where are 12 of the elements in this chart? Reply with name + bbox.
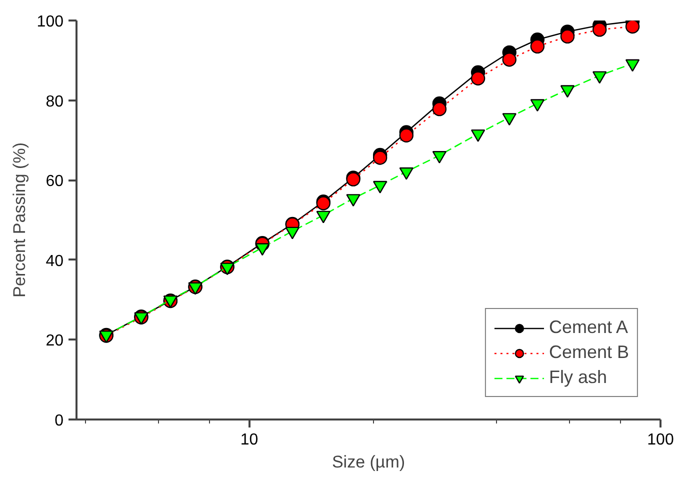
y-tick-label: 20 <box>46 332 64 350</box>
y-tick-label: 40 <box>46 252 64 270</box>
x-tick-label: 10 <box>240 432 258 448</box>
legend-label: Cement B <box>548 342 629 363</box>
x-axis-title: Size (µm) <box>332 452 406 472</box>
legend-label: Cement A <box>548 317 628 338</box>
y-tick-label: 0 <box>54 412 64 430</box>
y-tick-label: 100 <box>36 14 64 30</box>
y-axis-title: Percent Passing (%) <box>10 142 29 298</box>
y-tick-label: 60 <box>46 173 64 190</box>
legend-label: Fly ash <box>548 367 607 388</box>
y-tick-label: 80 <box>46 93 64 110</box>
